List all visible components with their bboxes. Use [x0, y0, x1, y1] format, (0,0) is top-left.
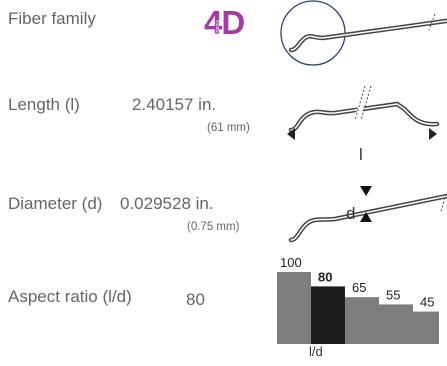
aspect-ratio-chart: 100 80 65 55 45 — [277, 255, 439, 344]
fiber-length-diagram — [287, 85, 440, 140]
chart-bar-label-55: 55 — [386, 287, 400, 302]
diameter-label: Diameter (d) — [8, 194, 103, 213]
chart-bar-label-45: 45 — [420, 295, 434, 310]
chart-bar-65 — [345, 297, 379, 344]
chart-bar-100 — [277, 272, 311, 344]
chart-bar-55 — [379, 304, 413, 344]
chart-axis-label: l/d — [309, 344, 323, 359]
aspect-ratio-label: Aspect ratio (l/d) — [8, 287, 132, 306]
length-label: Length (l) — [8, 95, 80, 114]
dramix-4d-logo: 4D — [204, 4, 245, 41]
chart-bar-45 — [413, 311, 439, 344]
aspect-ratio-value: 80 — [186, 290, 205, 309]
fiber-closeup-icon — [280, 0, 447, 66]
chart-bar-label-80: 80 — [318, 269, 332, 284]
chart-bar-label-100: 100 — [280, 255, 302, 270]
diameter-metric: (0.75 mm) — [187, 221, 240, 233]
length-metric: (61 mm) — [207, 122, 250, 134]
diameter-dim-letter: d — [346, 204, 356, 223]
length-dim-letter: l — [359, 145, 363, 164]
chart-bar-80 — [311, 286, 345, 344]
fiber-family-label: Fiber family — [8, 9, 96, 28]
chart-bar-label-65: 65 — [352, 280, 366, 295]
length-value: 2.40157 in. — [132, 95, 217, 114]
fiber-diameter-diagram — [288, 186, 447, 243]
diameter-value: 0.029528 in. — [120, 194, 214, 213]
dramix-logo-sub: Dramix — [215, 20, 221, 36]
